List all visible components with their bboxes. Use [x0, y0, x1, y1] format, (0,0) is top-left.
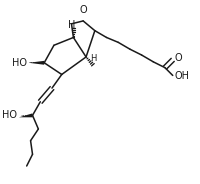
Text: ···: ··· [29, 60, 35, 66]
Polygon shape [29, 61, 44, 65]
Text: H: H [68, 20, 75, 30]
Text: ···: ··· [20, 113, 27, 119]
Text: H: H [90, 54, 96, 63]
Text: OH: OH [175, 71, 190, 82]
Text: O: O [175, 53, 182, 63]
Text: HO: HO [12, 58, 27, 68]
Text: HO: HO [2, 110, 17, 120]
Text: O: O [79, 5, 87, 15]
Polygon shape [19, 114, 33, 117]
